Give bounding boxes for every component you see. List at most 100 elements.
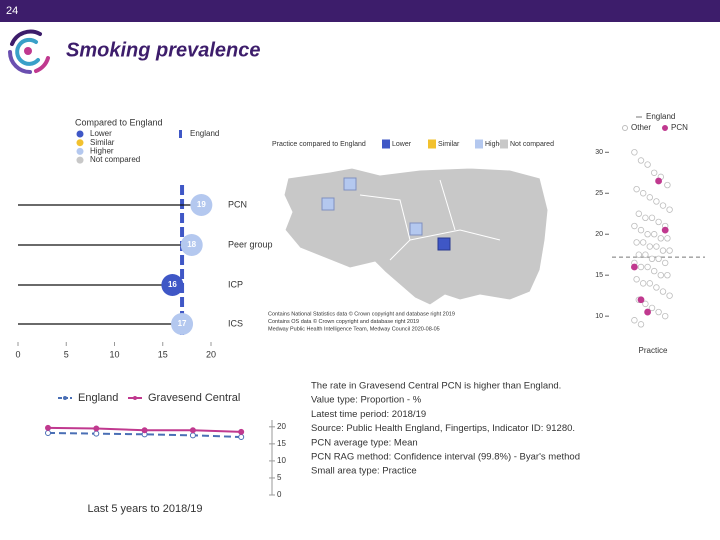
value-label: 16	[168, 280, 177, 289]
practice-point	[633, 185, 640, 193]
practice-point	[644, 231, 651, 238]
practice-point	[635, 251, 642, 258]
practice-point	[644, 308, 651, 316]
legend-label: PCN	[671, 123, 688, 132]
note-line: Source: Public Health England, Fingertip…	[311, 423, 575, 434]
value-dot	[161, 274, 184, 296]
practice-point	[640, 190, 647, 197]
top-bar	[0, 0, 720, 22]
practice-point	[633, 239, 640, 246]
practice-point	[655, 255, 662, 263]
legend-swatch	[76, 156, 84, 164]
legend-label: Not compared	[90, 155, 140, 164]
note-line: Small area type: Practice	[311, 466, 417, 477]
practice-point	[655, 177, 662, 185]
practice-point	[631, 222, 638, 230]
map-legend-label: Higher	[485, 141, 506, 148]
legend-label: England	[646, 112, 675, 121]
map-attribution: Contains OS data © Crown copyright and d…	[268, 318, 419, 325]
map-legend-swatch	[382, 139, 390, 149]
legend-swatch	[76, 139, 84, 147]
practice-point	[653, 284, 660, 291]
note-line: PCN average type: Mean	[311, 437, 418, 448]
legend-swatch	[76, 130, 84, 138]
practice-point	[657, 271, 664, 279]
map-legend-swatch	[475, 139, 483, 149]
practice-point	[637, 321, 645, 328]
map-practice	[409, 222, 423, 236]
series-point	[189, 432, 196, 439]
map-practice	[343, 177, 357, 191]
practice-point	[666, 247, 673, 254]
practice-point	[664, 181, 671, 189]
legend-label: England	[78, 392, 118, 404]
x-axis-label: Practice	[639, 346, 668, 355]
series-point	[141, 427, 148, 434]
practice-point	[655, 308, 662, 316]
practice-point	[631, 317, 638, 324]
x-tick-label: 5	[64, 349, 69, 359]
practice-point	[646, 243, 653, 250]
series-point	[45, 424, 51, 431]
practice-point	[662, 312, 669, 320]
practice-point	[646, 280, 653, 287]
practice-point	[653, 198, 660, 205]
legend-swatch	[662, 125, 668, 131]
value-dot	[171, 313, 194, 335]
x-tick-label: 10	[109, 349, 119, 359]
practice-point	[637, 263, 645, 271]
value-label: 19	[197, 200, 206, 209]
y-tick-label: 20	[595, 231, 603, 238]
series-point	[93, 430, 100, 437]
note-line: Latest time period: 2018/19	[311, 409, 426, 420]
y-tick-label: 5	[277, 473, 282, 482]
series-point	[45, 429, 51, 436]
x-tick-label: 0	[15, 349, 20, 359]
y-tick-label: 25	[595, 190, 603, 197]
y-tick-label: 20	[277, 422, 286, 431]
map-legend-label: Lower	[392, 141, 412, 148]
category-label: PCN	[228, 199, 247, 209]
map-attribution: Contains National Statistics data © Crow…	[268, 310, 455, 317]
legend-label: Other	[631, 123, 651, 132]
practice-point	[642, 214, 649, 222]
y-tick-label: 10	[595, 313, 603, 320]
practice-point	[646, 194, 653, 201]
category-label: ICP	[228, 279, 243, 289]
legend-swatch	[63, 396, 67, 400]
practice-point	[651, 231, 658, 238]
y-tick-label: 0	[277, 490, 282, 499]
value-dot	[180, 234, 203, 256]
x-tick-label: 20	[206, 349, 216, 359]
logo	[8, 29, 50, 74]
map-area	[283, 167, 549, 306]
chart-title: Last 5 years to 2018/19	[88, 503, 203, 515]
practice-point	[662, 259, 669, 267]
practice-point	[631, 149, 638, 156]
y-tick-label: 15	[595, 272, 603, 279]
legend-swatch	[622, 125, 628, 131]
series-point	[93, 425, 100, 432]
series-point	[238, 434, 245, 441]
map-legend-title: Practice compared to England	[272, 141, 366, 148]
legend-label: Higher	[90, 147, 114, 156]
y-tick-label: 10	[277, 456, 286, 465]
y-tick-label: 15	[277, 439, 286, 448]
practice-point	[659, 202, 667, 209]
map-practice	[437, 237, 451, 251]
map-legend-label: Similar	[438, 141, 460, 148]
map-legend-label: Not compared	[510, 141, 554, 148]
practice-point	[648, 255, 656, 263]
value-dot	[190, 194, 213, 216]
series-point	[189, 427, 196, 434]
practice-point	[635, 210, 642, 217]
practice-point	[651, 267, 658, 275]
legend-label: Lower	[90, 129, 112, 138]
legend-title: Compared to England	[75, 117, 163, 127]
map-boundaries	[359, 179, 501, 261]
y-tick-label: 30	[595, 149, 603, 156]
practice-point	[664, 235, 671, 242]
practice-point	[648, 214, 656, 222]
category-label: Peer group	[228, 239, 273, 249]
